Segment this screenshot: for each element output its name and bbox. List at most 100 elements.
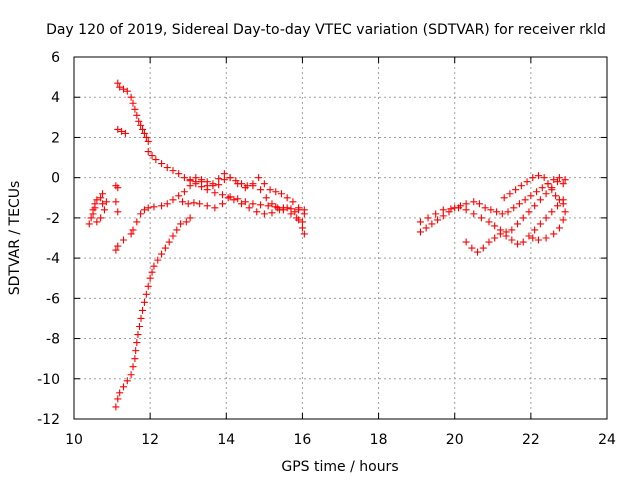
plus-marker [158, 160, 166, 168]
plus-marker [485, 238, 493, 246]
plus-marker [455, 204, 463, 212]
plus-marker [220, 170, 228, 178]
plus-marker [148, 268, 156, 276]
plus-marker [274, 204, 282, 212]
plus-marker [295, 204, 303, 212]
plus-marker [144, 137, 152, 145]
plus-marker [416, 228, 424, 236]
plus-marker [100, 206, 108, 214]
plus-marker [519, 214, 527, 222]
plus-marker [552, 192, 560, 200]
plus-marker [129, 363, 137, 371]
plus-marker [519, 238, 527, 246]
plus-marker [559, 216, 567, 224]
plus-marker [542, 190, 550, 198]
plus-marker [525, 208, 533, 216]
plus-marker [186, 214, 194, 222]
plus-marker [137, 210, 145, 218]
x-tick-label: 14 [217, 432, 235, 448]
plus-marker [257, 186, 265, 194]
plus-marker [548, 186, 556, 194]
plus-marker [550, 176, 558, 184]
plus-marker [99, 200, 107, 208]
plus-marker [133, 218, 141, 226]
plus-marker [287, 210, 295, 218]
y-axis-label: SDTVAR / TECUs [7, 181, 23, 296]
plus-marker [211, 204, 219, 212]
plus-marker [150, 203, 158, 211]
plus-marker [517, 182, 525, 190]
plus-marker [114, 184, 122, 192]
plus-marker [154, 256, 162, 264]
plus-marker [477, 214, 485, 222]
plus-marker [209, 180, 217, 188]
plus-marker [447, 205, 455, 213]
plus-marker [114, 395, 122, 403]
plus-marker [116, 83, 124, 91]
plus-marker [161, 244, 169, 252]
plus-marker [87, 214, 95, 222]
plus-marker [215, 175, 223, 183]
track-n-right-cluster-4 [500, 172, 569, 244]
y-tick-label: 2 [51, 130, 60, 146]
plus-marker [491, 234, 499, 242]
plus-marker [432, 210, 440, 218]
track-j-upper-branch [186, 170, 306, 226]
data-points [85, 79, 569, 411]
track-i-lower-branch [179, 194, 308, 238]
plus-marker [555, 196, 563, 204]
plus-marker [474, 248, 482, 256]
plus-marker [163, 200, 171, 208]
axis-ticks [73, 56, 608, 420]
plus-marker [462, 238, 470, 246]
plus-marker [148, 152, 156, 160]
plus-marker [121, 129, 129, 137]
plus-marker [112, 246, 120, 254]
plus-marker [514, 220, 522, 228]
plus-marker [119, 236, 127, 244]
plus-marker [422, 224, 430, 232]
plus-marker [555, 174, 563, 182]
y-tick-label: 4 [51, 90, 60, 106]
plus-marker [177, 220, 185, 228]
plus-marker [150, 262, 158, 270]
plus-marker [129, 99, 137, 107]
plus-marker [127, 230, 135, 238]
plus-marker [542, 214, 550, 222]
plus-marker [491, 222, 499, 230]
plus-marker [102, 198, 110, 206]
track-f-lower-rising [129, 174, 308, 234]
plus-marker [506, 190, 514, 198]
plus-marker [283, 204, 291, 212]
plus-marker [220, 176, 228, 184]
plus-marker [158, 202, 166, 210]
plus-marker [112, 403, 120, 411]
y-tick-label: 6 [51, 50, 60, 66]
plus-marker [293, 214, 301, 222]
plus-marker [540, 174, 548, 182]
y-tick-label: -4 [46, 251, 60, 267]
plus-marker [198, 178, 206, 186]
plus-marker [241, 198, 249, 206]
plus-marker [241, 184, 249, 192]
plus-marker [114, 242, 122, 250]
track-g-deep-rising [112, 214, 194, 411]
plus-marker [255, 174, 263, 182]
plus-marker [260, 180, 268, 188]
plus-marker [186, 176, 194, 184]
x-axis-label: GPS time / hours [281, 459, 398, 475]
plus-marker [561, 208, 569, 216]
y-tick-label: -10 [37, 372, 60, 388]
plus-marker [272, 188, 280, 196]
plus-marker [169, 196, 177, 204]
plus-marker [139, 306, 147, 314]
plus-marker [140, 298, 148, 306]
grid-lines [74, 57, 607, 419]
plus-marker [119, 383, 127, 391]
y-tick-labels: 6 4 2 0 -2 -4 -6 -8 -10 -12 [37, 50, 60, 428]
plus-marker [300, 210, 308, 218]
plus-marker [268, 200, 276, 208]
plus-marker [114, 79, 122, 87]
plus-marker [97, 214, 105, 222]
